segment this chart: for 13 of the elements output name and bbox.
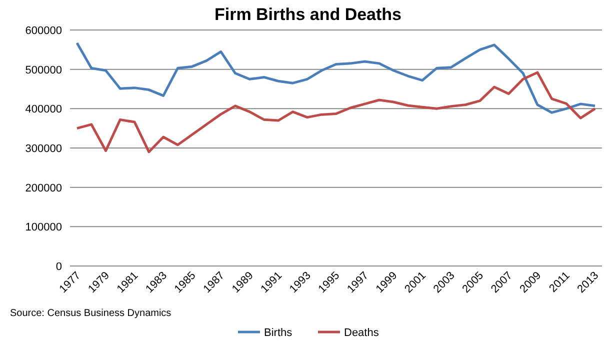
line-series bbox=[76, 42, 596, 114]
line-series bbox=[76, 71, 596, 154]
y-tick-label: 0 bbox=[56, 261, 62, 273]
source-note: Source: Census Business Dynamics bbox=[10, 308, 172, 319]
legend-label: Deaths bbox=[344, 327, 380, 339]
y-tick-label: 400000 bbox=[25, 104, 62, 116]
y-tick-label: 200000 bbox=[25, 182, 62, 194]
legend-label: Births bbox=[264, 327, 293, 339]
y-tick-label: 500000 bbox=[25, 64, 62, 76]
y-tick-label: 300000 bbox=[25, 143, 62, 155]
y-tick-label: 600000 bbox=[25, 25, 62, 37]
y-tick-label: 100000 bbox=[25, 222, 62, 234]
chart-title: Firm Births and Deaths bbox=[214, 5, 402, 24]
